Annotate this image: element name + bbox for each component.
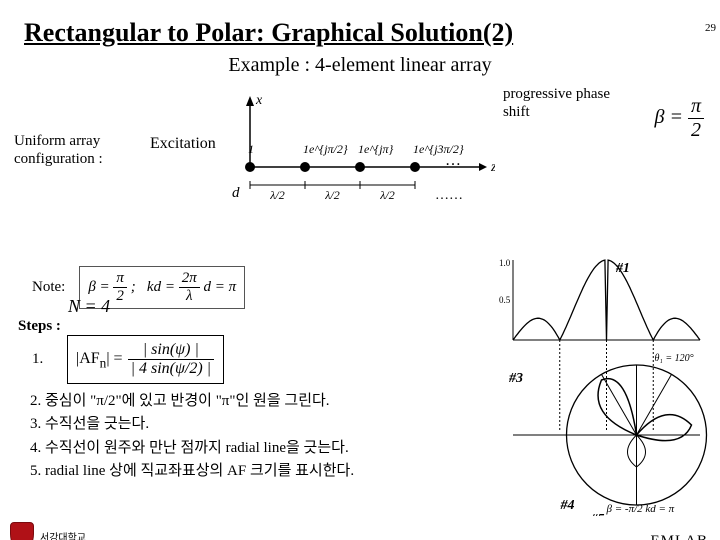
page-number: 29: [705, 22, 716, 34]
svg-text:z: z: [490, 160, 495, 175]
excitation-label: Excitation: [150, 135, 216, 153]
array-svg: xz11e^{jπ/2}λ/21e^{jπ}λ/21e^{j3π/2}λ/2d……: [225, 92, 495, 232]
page-subtitle: Example : 4-element linear array: [0, 54, 720, 77]
svg-text:…: …: [445, 152, 461, 169]
svg-text:#1: #1: [615, 261, 630, 276]
step-1-num: 1.: [32, 351, 43, 367]
svg-text:0.5: 0.5: [499, 295, 511, 305]
svg-text:1: 1: [248, 142, 254, 156]
shield-icon: [10, 522, 34, 540]
side-chart-sketch: 1.0 0.5 #1 #3 #2 #4 #5 θ₁ = 120° β = -π/2 kd = π: [495, 256, 710, 516]
svg-text:β = -π/2 kd = π: β = -π/2 kd = π: [606, 503, 675, 515]
svg-text:#3: #3: [508, 371, 523, 386]
lab-footer: EMLAB: [651, 533, 709, 540]
svg-text:d: d: [232, 185, 240, 201]
prog-l2: shift: [503, 104, 530, 120]
uniform-l2: configuration :: [14, 151, 103, 167]
svg-text:1e^{jπ}: 1e^{jπ}: [358, 142, 394, 156]
uniform-array-label: Uniform array configuration :: [14, 132, 103, 168]
af-equation: |AFn| = | sin(ψ) | | 4 sin(ψ/2) |: [67, 335, 224, 384]
steps-header: Steps :: [18, 318, 61, 334]
page-title: Rectangular to Polar: Graphical Solution…: [24, 18, 720, 48]
step-5: 5. radial line 상에 직교좌표상의 AF 크기를 표시한다.: [30, 460, 354, 483]
steps-block: Steps : 1. |AFn| = | sin(ψ) | | 4 sin(ψ/…: [18, 318, 224, 384]
prog-l1: progressive phase: [503, 86, 610, 102]
step-4: 4. 수직선이 원주와 만난 점까지 radial line을 긋는다.: [30, 437, 354, 460]
svg-text:x: x: [255, 93, 263, 108]
svg-text:#2: #2: [710, 358, 711, 373]
uniform-l1: Uniform array: [14, 133, 100, 149]
logo-text: 서강대학교: [40, 529, 86, 540]
progressive-phase-label: progressive phase shift: [503, 85, 610, 121]
svg-text:1.0: 1.0: [499, 258, 511, 268]
note-row: Note: β = π2 ; kd = 2πλ d = π: [32, 266, 245, 309]
svg-text:#5: #5: [590, 512, 605, 516]
note-label: Note:: [32, 279, 65, 296]
beta-equation: β = π2: [655, 95, 705, 142]
svg-text:λ/2: λ/2: [269, 188, 285, 202]
svg-text:1e^{jπ/2}: 1e^{jπ/2}: [303, 142, 348, 156]
svg-text:λ/2: λ/2: [324, 188, 340, 202]
step-3: 3. 수직선을 긋는다.: [30, 413, 354, 436]
svg-text:θ₁ = 120°: θ₁ = 120°: [655, 353, 694, 364]
n-equals-4: N = 4: [68, 296, 110, 317]
svg-text:……: ……: [435, 188, 463, 203]
steps-list: 2. 중심이 "π/2"에 있고 반경이 "π"인 원을 그린다. 3. 수직선…: [30, 390, 354, 483]
svg-text:#4: #4: [560, 498, 575, 513]
svg-text:λ/2: λ/2: [379, 188, 395, 202]
university-logo: 서강대학교: [10, 522, 86, 540]
array-diagram: Uniform array configuration : Excitation…: [0, 77, 720, 227]
step-2: 2. 중심이 "π/2"에 있고 반경이 "π"인 원을 그린다.: [30, 390, 354, 413]
